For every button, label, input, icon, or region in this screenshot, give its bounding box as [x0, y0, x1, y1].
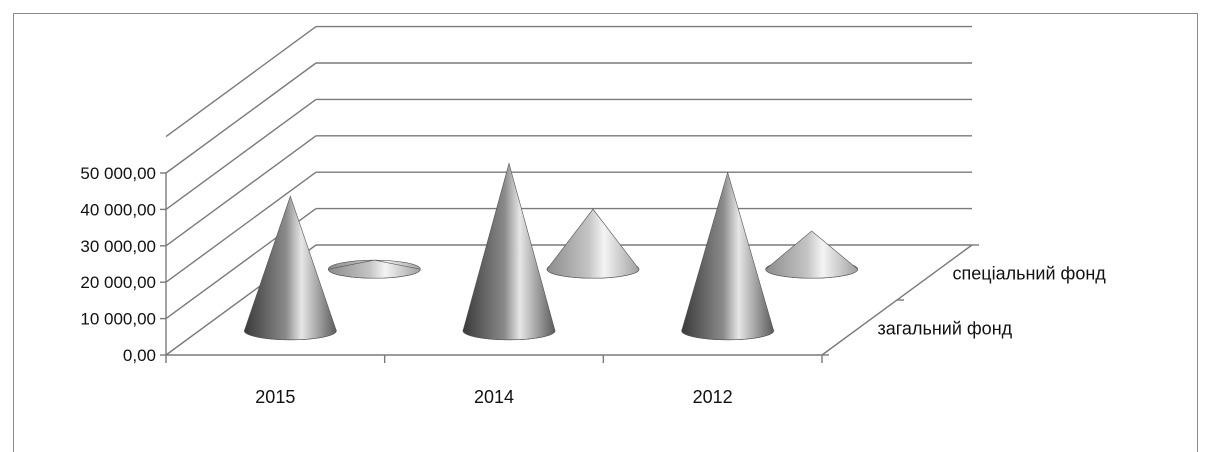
y-tick-label: 40 000,00 — [80, 200, 156, 219]
cone-body — [681, 171, 774, 341]
cone-special-2012 — [765, 230, 858, 279]
cone-general-2012 — [681, 171, 774, 341]
x-tick-label: 2012 — [693, 387, 733, 407]
gridline-side — [165, 98, 317, 210]
cone-body — [328, 259, 421, 279]
cone-body — [244, 195, 337, 341]
y-tick-label: 30 000,00 — [80, 237, 156, 256]
cone-body — [462, 162, 556, 341]
gridline-side — [165, 26, 317, 138]
marks-layer — [244, 162, 858, 341]
axes-layer — [160, 25, 979, 363]
y-tick-label: 50 000,00 — [80, 164, 156, 183]
gridline-side — [165, 171, 317, 283]
series-label: спеціальний фонд — [953, 264, 1107, 284]
x-tick-label: 2014 — [474, 387, 514, 407]
cone-body — [765, 230, 858, 279]
y-tick-label: 20 000,00 — [80, 273, 156, 292]
series-label: загальний фонд — [878, 319, 1013, 339]
labels-layer: 0,00 10 000,00 20 000,00 30 000,00 40 000,00… — [80, 164, 1106, 407]
cone-special-2014 — [546, 208, 640, 279]
x-tick-label: 2015 — [255, 387, 295, 407]
cone-body — [546, 208, 640, 279]
cone-general-2015 — [244, 195, 337, 341]
cone-special-2015 — [328, 259, 421, 279]
chart-frame — [13, 13, 1198, 452]
cone-general-2014 — [462, 162, 556, 341]
y-tick-label: 0,00 — [123, 346, 156, 365]
gridline-side — [165, 135, 317, 247]
gridline-side — [165, 62, 317, 174]
y-tick-label: 10 000,00 — [80, 310, 156, 329]
